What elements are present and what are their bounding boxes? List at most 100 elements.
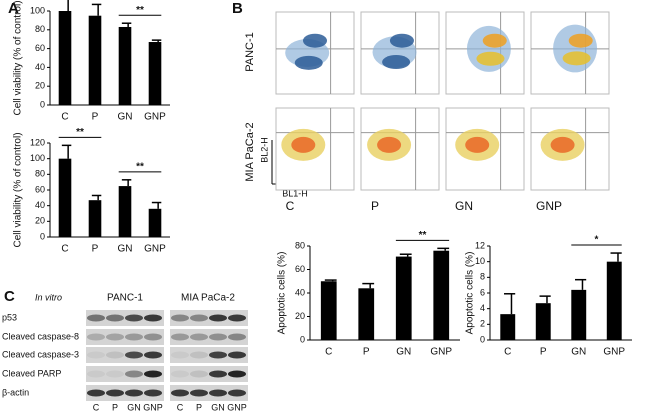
band (228, 351, 246, 359)
blot-strip (170, 329, 248, 345)
x-tick-label: C (504, 347, 511, 358)
x-tick-label: C (61, 112, 68, 123)
band (87, 389, 105, 397)
population (568, 33, 593, 48)
y-tick-label: 2 (480, 319, 485, 329)
error-bar (121, 179, 132, 187)
lane-label: P (112, 402, 118, 412)
band (125, 351, 143, 359)
protein-label: Cleaved caspase-8 (2, 331, 79, 341)
band (125, 333, 143, 341)
band (106, 314, 124, 322)
lane-label: C (177, 402, 184, 412)
lane-label: GN (127, 402, 141, 412)
y-axis-label: Apoptotic cells (%) (277, 252, 288, 335)
x-tick-label: C (325, 347, 332, 358)
bar (148, 42, 162, 105)
bar (358, 288, 375, 340)
western-blot: In vitro PANC-1 MIA PaCa-2 p53 Cleaved ca… (2, 292, 248, 412)
bar (88, 15, 102, 106)
y-axis-label: Cell viability (% of control) (13, 0, 24, 115)
y-tick-label: 12 (475, 240, 485, 250)
y-axis-label: Apoptotic cells (%) (465, 252, 476, 335)
x-tick-label: GN (396, 347, 411, 358)
error-bar (504, 293, 516, 315)
y-tick-label: 40 (35, 62, 45, 72)
panel-label: A (8, 0, 19, 17)
lane-label: GNP (143, 402, 163, 412)
bar (58, 11, 72, 105)
x-tick-label: P (92, 244, 99, 255)
population (303, 33, 327, 48)
blot-strip (86, 329, 164, 345)
protein-label: p53 (2, 312, 17, 322)
bar (320, 281, 337, 340)
lane-label: GNP (227, 402, 247, 412)
y-tick-label: 60 (295, 264, 305, 274)
y-tick-label: 20 (295, 311, 305, 321)
y-tick-label: 0 (300, 334, 305, 344)
band (171, 351, 189, 359)
bar (88, 200, 102, 237)
condition: In vitro (35, 292, 62, 302)
bar (148, 208, 162, 237)
y-tick-label: 80 (35, 169, 45, 179)
band (190, 351, 208, 359)
y-tick-label: 0 (40, 99, 45, 109)
band (106, 333, 124, 341)
error-bar (539, 295, 551, 304)
band (228, 314, 246, 322)
population (377, 136, 402, 153)
row-label: PANC-1 (244, 32, 256, 72)
band (144, 314, 162, 322)
y-tick-label: 6 (480, 287, 485, 297)
x-tick-label: GNP (144, 244, 166, 255)
x-tick-label: GNP (603, 347, 625, 358)
population (294, 55, 323, 70)
band (171, 370, 189, 378)
column-label: C (286, 199, 295, 213)
population (550, 136, 575, 153)
error-bar (362, 282, 375, 289)
band (87, 351, 105, 359)
bar (606, 261, 622, 340)
cell-line: MIA PaCa-2 (181, 293, 235, 304)
y-tick-label: 0 (40, 231, 45, 241)
protein-label: β-actin (2, 387, 29, 397)
significance: ** (136, 161, 144, 172)
band (144, 333, 162, 341)
band (87, 370, 105, 378)
band (171, 314, 189, 322)
band (171, 333, 189, 341)
error-bar (67, 0, 69, 11)
y-tick-label: 60 (35, 184, 45, 194)
cell-line: PANC-1 (107, 293, 143, 304)
y-tick-label: 100 (30, 153, 45, 163)
error-bar (61, 144, 72, 159)
column-label: GNP (536, 199, 562, 213)
protein-label: Cleaved caspase-3 (2, 349, 79, 359)
y-tick-label: 20 (35, 81, 45, 91)
significance: ** (136, 5, 144, 16)
band (171, 389, 189, 397)
band (190, 333, 208, 341)
bar (58, 158, 72, 237)
y-tick-label: 10 (475, 256, 485, 266)
y-tick-label: 80 (295, 240, 305, 250)
x-tick-label: GN (118, 244, 133, 255)
band (209, 370, 227, 378)
population (382, 55, 411, 70)
row-label: MIA PaCa-2 (244, 122, 256, 181)
error-bar (121, 22, 132, 27)
y-tick-label: 0 (480, 334, 485, 344)
population (476, 51, 505, 66)
blot-strip (86, 366, 164, 382)
band (125, 370, 143, 378)
column-label: GN (455, 199, 473, 213)
error-bar (324, 279, 337, 282)
error-bar (91, 194, 102, 201)
y-tick-label: 4 (480, 303, 485, 313)
band (144, 351, 162, 359)
band (190, 314, 208, 322)
significance: * (595, 235, 599, 246)
